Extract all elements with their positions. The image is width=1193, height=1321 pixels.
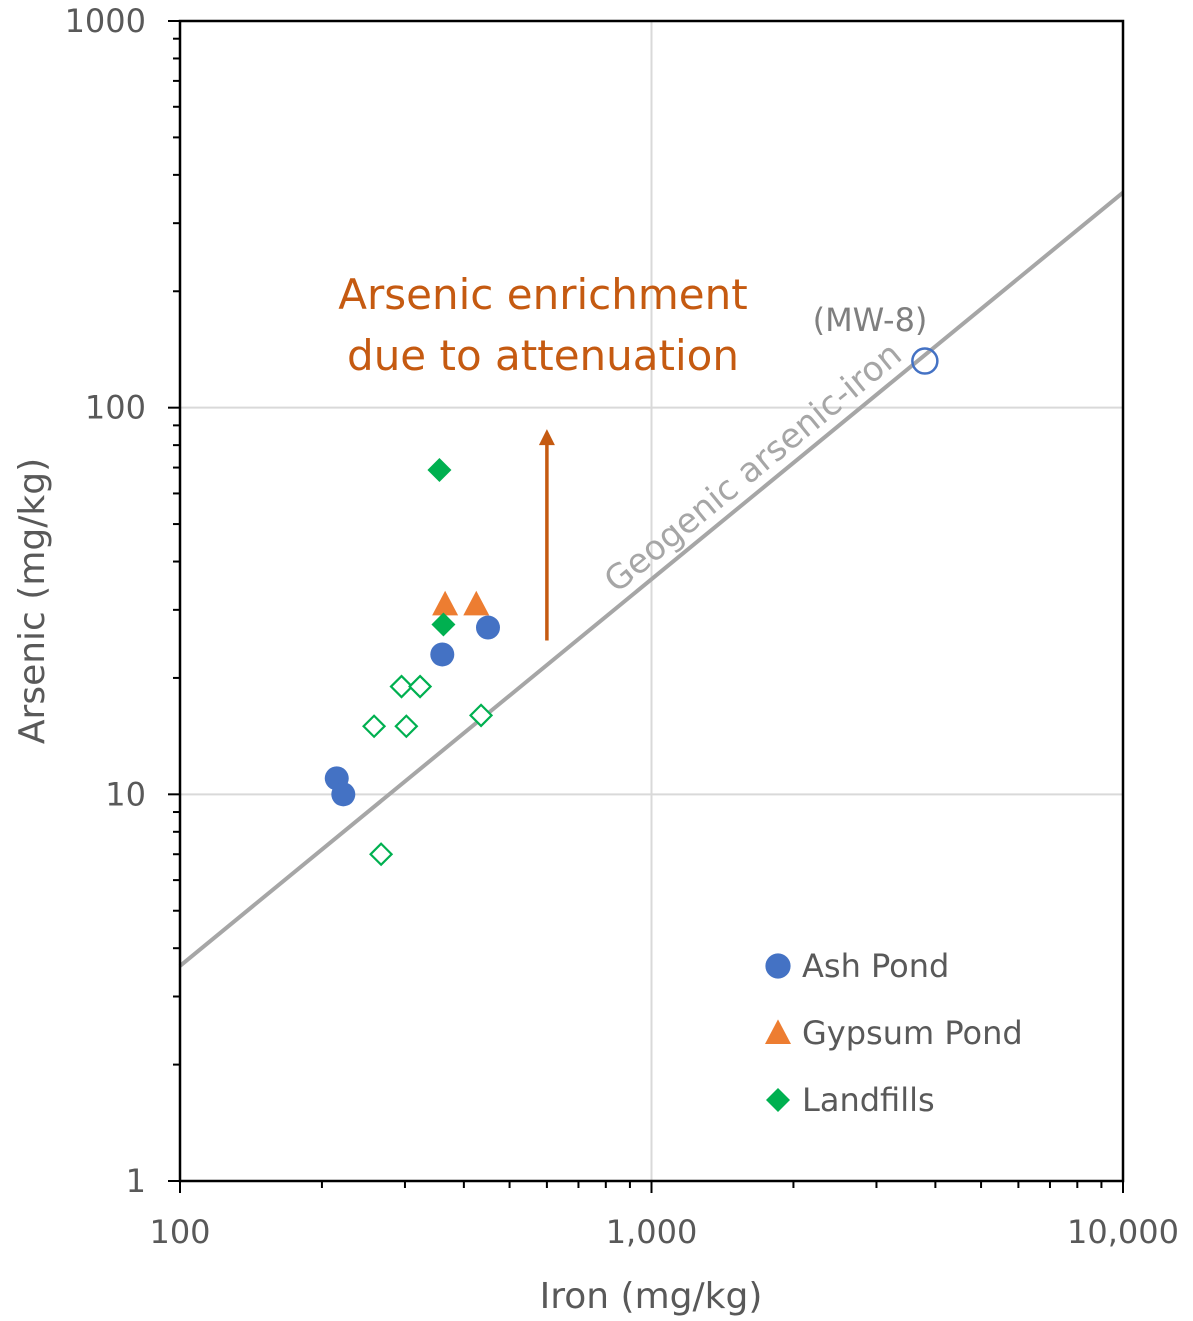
- gypsum-pond-point: [463, 590, 490, 616]
- legend: Ash Pond Gypsum Pond Landfills: [765, 947, 1023, 1119]
- x-tick-label: 100: [149, 1213, 210, 1251]
- ash-pond-point: [430, 642, 455, 667]
- series-3-point: [369, 842, 394, 867]
- enrichment-label-line1: Arsenic enrichment: [338, 270, 747, 319]
- series-3-point: [394, 714, 419, 739]
- mw8-label: (MW-8): [813, 301, 928, 339]
- annotation-layer: Arsenic enrichment due to attenuation (M…: [338, 270, 928, 641]
- ash-pond-point: [331, 782, 356, 807]
- legend-label-ash-pond: Ash Pond: [802, 947, 949, 985]
- series-3-point: [468, 703, 494, 728]
- landfills-point: [427, 457, 452, 482]
- landfills-point: [431, 612, 456, 637]
- legend-label-gypsum-pond: Gypsum Pond: [802, 1014, 1023, 1052]
- y-axis-title: Arsenic (mg/kg): [12, 458, 53, 744]
- legend-marker-landfills: [766, 1088, 790, 1112]
- legend-marker-ash-pond: [765, 953, 791, 979]
- x-tick-label: 1,000: [606, 1213, 698, 1251]
- series-3-point: [408, 674, 433, 699]
- ash-pond-point: [475, 615, 500, 640]
- legend-label-landfills: Landfills: [802, 1081, 935, 1119]
- trend-line-layer: [178, 191, 1125, 968]
- x-tick-label: 10,000: [1067, 1213, 1179, 1251]
- x-axis-title: Iron (mg/kg): [540, 1276, 763, 1317]
- data-points: [324, 347, 939, 867]
- series-3-point: [389, 674, 414, 699]
- series-4-point: [911, 347, 939, 375]
- enrichment-label-line2: due to attenuation: [347, 331, 739, 380]
- y-tick-label: 100: [85, 389, 146, 427]
- axes: Iron (mg/kg) Arsenic (mg/kg) 100 1,000 10,…: [12, 2, 1179, 1317]
- y-tick-label: 1: [126, 1162, 146, 1200]
- grid: [180, 21, 1123, 1181]
- legend-marker-gypsum-pond: [765, 1019, 791, 1045]
- y-tick-label: 10: [105, 775, 146, 813]
- gypsum-pond-point: [432, 590, 459, 616]
- trend-line: [178, 191, 1125, 968]
- enrichment-arrow-head: [538, 429, 555, 446]
- y-tick-label: 1000: [65, 2, 146, 40]
- series-3-point: [362, 714, 387, 739]
